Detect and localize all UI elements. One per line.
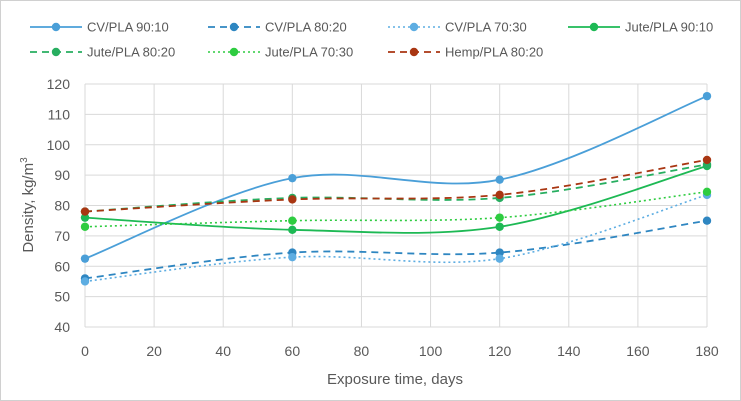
legend-item: Jute/PLA 90:10 xyxy=(568,20,713,35)
series-line xyxy=(84,194,708,283)
legend-item: Hemp/PLA 80:20 xyxy=(388,45,543,60)
legend-marker xyxy=(229,22,239,32)
x-axis-title: Exposure time, days xyxy=(327,371,463,388)
data-point xyxy=(495,254,504,263)
legend-label: Jute/PLA 80:20 xyxy=(87,45,175,60)
x-tick-label: 60 xyxy=(285,343,301,359)
series-line xyxy=(84,219,708,280)
y-tick-label: 110 xyxy=(48,106,71,122)
legend-label: Jute/PLA 70:30 xyxy=(265,45,353,60)
legend-item: CV/PLA 90:10 xyxy=(30,20,169,35)
data-point xyxy=(80,254,90,263)
series-7 xyxy=(80,155,712,216)
data-point xyxy=(80,207,90,216)
y-tick-label: 80 xyxy=(54,198,70,214)
legend-marker xyxy=(409,22,419,32)
data-point xyxy=(80,277,90,286)
y-tick-label: 120 xyxy=(47,76,71,92)
x-tick-label: 80 xyxy=(354,343,370,359)
x-tick-label: 180 xyxy=(695,343,719,359)
x-tick-label: 100 xyxy=(419,343,443,359)
series-2 xyxy=(80,216,712,283)
y-tick-label: 90 xyxy=(54,167,70,183)
data-point xyxy=(495,222,504,231)
series-line xyxy=(84,165,708,234)
data-point xyxy=(80,222,90,231)
y-tick-label: 60 xyxy=(54,258,70,274)
data-point xyxy=(80,213,90,222)
series-line xyxy=(84,191,708,228)
x-axis-ticks: 0 20 40 60 80 100 120 140 160 180 xyxy=(81,343,719,359)
series-line xyxy=(84,163,708,213)
y-tick-label: 100 xyxy=(47,137,71,153)
data-point xyxy=(495,190,504,200)
legend-label: CV/PLA 70:30 xyxy=(445,20,527,35)
y-axis-ticks: 40 50 60 70 80 90 100 110 120 xyxy=(47,76,71,335)
legend-marker xyxy=(409,47,419,57)
series-layer xyxy=(80,91,712,286)
legend-marker xyxy=(229,47,239,57)
series-5 xyxy=(80,160,712,216)
x-tick-label: 160 xyxy=(626,343,650,359)
y-axis-title-text: Density, kg/m xyxy=(20,163,37,253)
data-point xyxy=(288,225,297,234)
data-point xyxy=(702,187,712,197)
data-point xyxy=(702,216,712,225)
legend-label: CV/PLA 90:10 xyxy=(87,20,169,35)
x-tick-label: 140 xyxy=(557,343,581,359)
y-tick-label: 50 xyxy=(54,289,70,305)
series-1 xyxy=(80,91,712,263)
data-point xyxy=(702,91,712,101)
series-line xyxy=(84,159,708,213)
data-point xyxy=(495,175,504,184)
data-point xyxy=(288,173,297,183)
legend-item: CV/PLA 80:20 xyxy=(208,20,347,35)
x-tick-label: 40 xyxy=(215,343,231,359)
x-tick-label: 120 xyxy=(488,343,512,359)
legend-marker xyxy=(589,22,599,32)
data-point xyxy=(288,252,297,262)
y-tick-label: 70 xyxy=(54,228,70,244)
data-point xyxy=(495,248,504,257)
legend-label: CV/PLA 80:20 xyxy=(265,20,347,35)
series-6 xyxy=(80,187,712,231)
legend-marker xyxy=(51,47,61,57)
x-tick-label: 20 xyxy=(146,343,162,359)
data-point xyxy=(702,155,712,165)
data-point xyxy=(495,213,504,222)
legend-label: Jute/PLA 90:10 xyxy=(625,20,713,35)
legend-item: CV/PLA 70:30 xyxy=(388,20,527,35)
y-axis-title: Density, kg/m3 xyxy=(19,157,37,253)
x-tick-label: 0 xyxy=(81,343,89,359)
y-axis-title-superscript: 3 xyxy=(19,157,30,163)
series-line xyxy=(84,95,708,260)
legend-marker xyxy=(51,22,61,32)
y-tick-label: 40 xyxy=(54,319,70,335)
legend-item: Jute/PLA 80:20 xyxy=(30,45,175,60)
grid-lines xyxy=(84,83,708,328)
legend-item: Jute/PLA 70:30 xyxy=(208,45,353,60)
legend-label: Hemp/PLA 80:20 xyxy=(445,45,543,60)
data-point xyxy=(288,216,297,225)
data-point xyxy=(288,195,297,204)
legend: CV/PLA 90:10 CV/PLA 80:20 CV/PLA 70:30 Jute… xyxy=(30,20,713,60)
